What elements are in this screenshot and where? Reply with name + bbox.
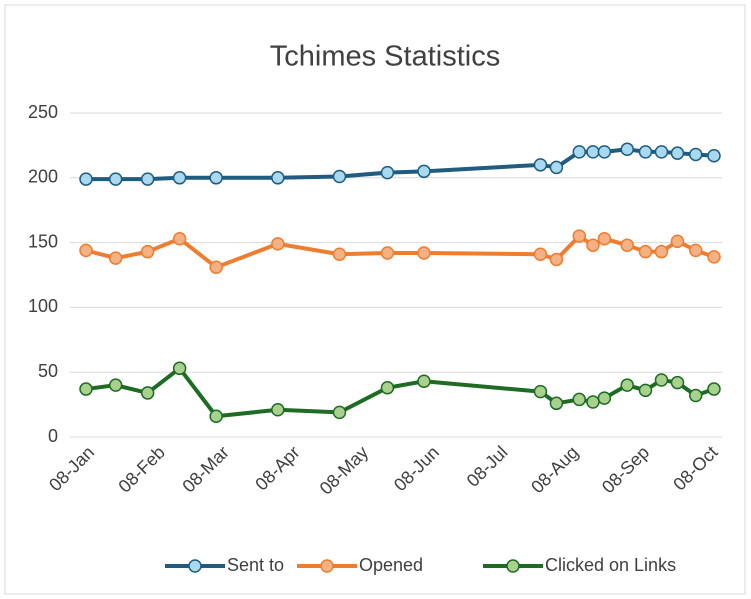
- data-point: [533, 247, 548, 262]
- data-point: [417, 246, 431, 260]
- data-point: [597, 231, 612, 246]
- data-point: [654, 145, 669, 159]
- y-tick-label: 200: [28, 167, 58, 187]
- data-point: [654, 244, 669, 259]
- data-point: [620, 142, 634, 157]
- legend-label: Sent to: [227, 555, 284, 575]
- data-point: [638, 383, 653, 398]
- legend-item: Sent to: [165, 555, 284, 575]
- data-point: [707, 250, 721, 264]
- data-point: [586, 395, 600, 409]
- data-point: [549, 160, 564, 175]
- data-point: [380, 246, 395, 260]
- data-point: [271, 403, 285, 417]
- data-point: [707, 149, 721, 163]
- legend-marker: [320, 559, 334, 573]
- chart-frame: [4, 4, 746, 595]
- data-point: [533, 384, 548, 399]
- data-point: [586, 238, 600, 252]
- y-tick-label: 100: [28, 296, 58, 316]
- y-tick-label: 0: [48, 426, 58, 446]
- data-point: [670, 234, 685, 249]
- data-point: [417, 164, 431, 179]
- data-point: [586, 145, 600, 159]
- data-point: [620, 378, 634, 392]
- data-point: [572, 229, 587, 243]
- data-point: [79, 382, 93, 396]
- data-point: [620, 238, 634, 252]
- data-point: [140, 172, 155, 186]
- chart-title: Tchimes Statistics: [270, 41, 500, 73]
- data-point: [638, 244, 653, 259]
- legend-label: Clicked on Links: [545, 555, 676, 575]
- data-point: [380, 165, 395, 180]
- y-tick-label: 150: [28, 231, 58, 251]
- data-point: [209, 171, 223, 185]
- data-point: [549, 396, 564, 411]
- data-point: [332, 405, 347, 420]
- data-point: [209, 409, 223, 424]
- y-tick-label: 250: [28, 102, 58, 122]
- data-point: [670, 375, 685, 390]
- data-point: [172, 231, 187, 246]
- data-point: [707, 382, 721, 396]
- data-point: [380, 381, 395, 395]
- data-point: [79, 172, 93, 186]
- data-point: [140, 386, 155, 400]
- data-point: [271, 171, 285, 185]
- data-point: [688, 388, 703, 403]
- data-point: [209, 260, 223, 274]
- data-point: [79, 243, 93, 258]
- data-point: [597, 391, 612, 405]
- data-point: [271, 237, 285, 251]
- data-point: [417, 374, 431, 389]
- data-point: [533, 158, 548, 172]
- y-tick-label: 50: [38, 361, 58, 381]
- legend-marker: [188, 559, 202, 573]
- legend-marker: [506, 559, 520, 573]
- data-point: [172, 361, 187, 376]
- data-point: [140, 244, 155, 259]
- data-point: [108, 378, 123, 392]
- data-point: [597, 145, 612, 159]
- legend-item: Opened: [297, 555, 423, 575]
- data-point: [572, 392, 587, 407]
- data-point: [108, 251, 123, 265]
- data-point: [172, 171, 187, 185]
- data-point: [670, 146, 685, 160]
- data-point: [638, 145, 653, 159]
- data-point: [688, 243, 703, 258]
- legend-item: Clicked on Links: [483, 555, 676, 575]
- data-point: [332, 247, 347, 262]
- data-point: [688, 147, 703, 162]
- legend-label: Opened: [359, 555, 423, 575]
- data-point: [572, 145, 587, 159]
- data-point: [654, 373, 669, 387]
- data-point: [332, 169, 347, 184]
- data-point: [108, 172, 123, 186]
- data-point: [549, 252, 564, 267]
